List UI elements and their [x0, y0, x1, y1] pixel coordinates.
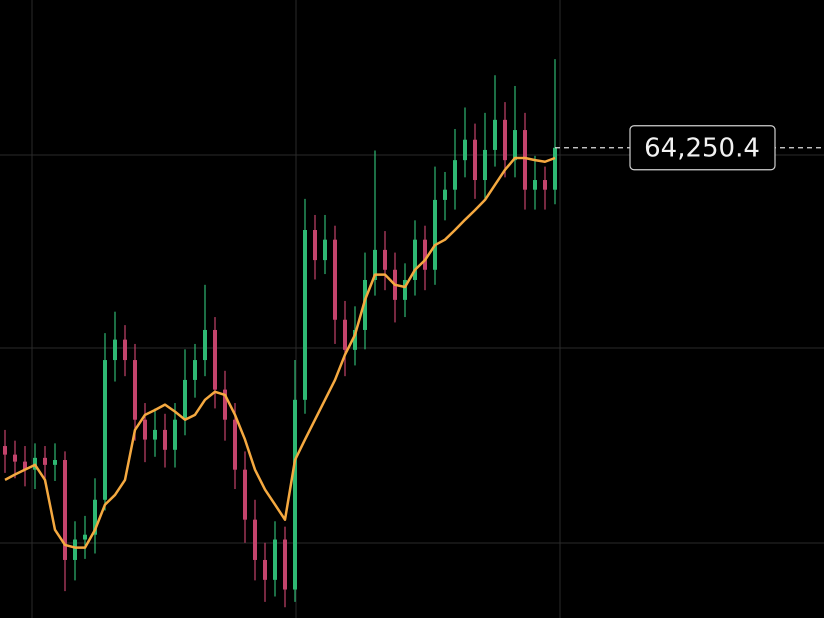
candle-body	[483, 149, 487, 181]
candle-body	[263, 559, 267, 580]
candle-body	[193, 360, 197, 380]
candle-body	[333, 239, 337, 320]
candle-body	[523, 130, 527, 190]
candle-body	[553, 147, 557, 190]
candle-body	[513, 130, 517, 161]
candle-body	[223, 389, 227, 420]
candle-body	[53, 460, 57, 465]
moving-average-line	[4, 156, 556, 549]
candle-body	[133, 360, 137, 420]
last-price-box	[629, 125, 776, 171]
candle-body	[23, 461, 27, 470]
candle-body	[13, 454, 17, 462]
candle-body	[173, 419, 177, 450]
candle-body	[283, 539, 287, 590]
candle-body	[3, 446, 7, 455]
candle-body	[203, 329, 207, 361]
candle-body	[233, 419, 237, 470]
candle-body	[143, 419, 147, 440]
candle-body	[153, 429, 157, 440]
candle-body	[303, 230, 307, 400]
candle-body	[533, 180, 537, 190]
candle-body	[253, 519, 257, 560]
candle-body	[83, 534, 87, 540]
candle-body	[273, 539, 277, 580]
candle-body	[183, 379, 187, 420]
candle-body	[443, 189, 447, 200]
candle-body	[403, 279, 407, 300]
candle-body	[43, 457, 47, 465]
candle-body	[93, 499, 97, 535]
candle-body	[423, 239, 427, 270]
candle-body	[503, 119, 507, 161]
candle-body	[123, 339, 127, 361]
candle-body	[433, 199, 437, 270]
candle-body	[413, 239, 417, 280]
candle-body	[293, 399, 297, 590]
candle-body	[103, 360, 107, 500]
candle-body	[73, 539, 77, 560]
candle-body	[343, 319, 347, 350]
candle-body	[363, 279, 367, 330]
candle-body	[543, 180, 547, 190]
overlay: 64,250.4	[4, 125, 824, 549]
candle-body	[313, 230, 317, 261]
candle-body	[373, 249, 377, 280]
candle-body	[453, 160, 457, 190]
candle-body	[493, 119, 497, 150]
last-price-label: 64,250.4	[644, 133, 760, 163]
candle-body	[353, 329, 357, 350]
candle-body	[463, 139, 467, 161]
candle-body	[113, 339, 117, 361]
candle-body	[243, 469, 247, 520]
candle-body	[163, 429, 167, 450]
candle-body	[213, 329, 217, 390]
candle-body	[323, 239, 327, 261]
candle-body	[383, 249, 387, 270]
candle-body	[473, 139, 477, 181]
candle-body	[63, 460, 67, 560]
